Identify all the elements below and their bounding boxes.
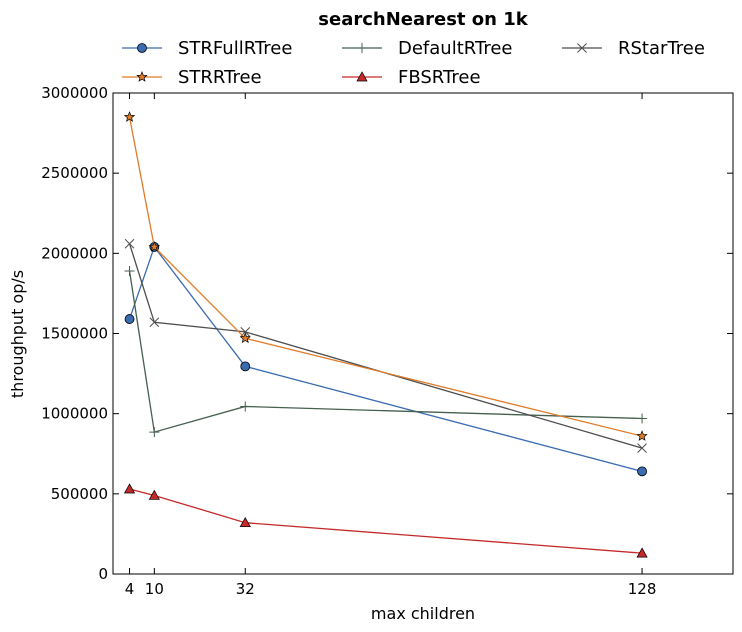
x-tick-label: 10	[145, 580, 164, 598]
legend-marker-defaultrtree	[357, 43, 367, 53]
series-strrtree	[123, 111, 648, 441]
y-tick-label: 2000000	[41, 244, 108, 262]
data-point-defaultrtree	[637, 413, 648, 424]
data-point-strrtree	[636, 430, 648, 441]
chart-title: searchNearest on 1k	[318, 9, 528, 30]
x-tick-label: 128	[628, 580, 657, 598]
data-point-strfullrtree	[637, 466, 647, 477]
data-point-rstartree	[637, 443, 647, 453]
legend-entry-strfullrtree: STRFullRTree	[122, 38, 292, 59]
series-rstartree	[124, 238, 647, 453]
data-point-rstartree	[124, 238, 135, 249]
data-point-strfullrtree	[240, 361, 251, 372]
legend-label-defaultrtree: DefaultRTree	[398, 38, 512, 59]
x-tick-label: 4	[125, 580, 135, 598]
axes-frame	[112, 92, 734, 575]
x-axis-label: max children	[371, 604, 475, 623]
legend-label-strrtree: STRRTree	[178, 67, 262, 88]
series-fbsrtree	[123, 483, 648, 558]
y-tick-label: 1500000	[41, 325, 108, 343]
legend-label-fbsrtree: FBSRTree	[398, 67, 481, 88]
data-point-defaultrtree	[149, 427, 160, 438]
series-defaultrtree	[124, 265, 648, 438]
plot-area: 0 500000 1000000 1500000 2000000 2500000 30000…	[41, 84, 734, 598]
legend-label-strfullrtree: STRFullRTree	[178, 38, 292, 59]
legend: STRFullRTree DefaultRTree RStarTree STRRTre…	[122, 38, 705, 88]
series-line-strrtree	[128, 116, 643, 437]
legend-marker-fbsrtree	[356, 71, 368, 82]
y-tick-label: 0	[98, 565, 108, 583]
series-line-strfullrtree	[128, 245, 643, 473]
data-point-fbsrtree	[123, 483, 136, 494]
series-line-defaultrtree	[128, 270, 643, 433]
series-line-fbsrtree	[129, 488, 643, 554]
legend-marker-strfullrtree	[137, 43, 147, 53]
y-tick-label: 2500000	[41, 164, 108, 182]
data-point-strrtree	[239, 332, 251, 344]
data-point-strfullrtree	[124, 314, 135, 324]
legend-entry-fbsrtree: FBSRTree	[342, 67, 481, 88]
x-tick-label: 32	[236, 580, 255, 598]
data-point-strrtree	[148, 240, 160, 252]
data-point-fbsrtree	[148, 489, 160, 500]
data-point-fbsrtree	[239, 516, 251, 528]
data-point-strrtree	[123, 111, 136, 122]
legend-marker-strrtree	[136, 71, 148, 82]
series-strfullrtree	[124, 242, 647, 477]
y-tick-label: 500000	[51, 485, 108, 503]
y-axis-label: throughput op/s	[8, 270, 27, 398]
legend-entry-rstartree: RStarTree	[562, 38, 705, 59]
data-point-fbsrtree	[636, 547, 648, 558]
legend-label-rstartree: RStarTree	[618, 38, 705, 59]
series-line-rstartree	[128, 243, 643, 449]
y-tick-label: 1000000	[41, 405, 108, 423]
data-point-rstartree	[149, 317, 160, 328]
legend-entry-strrtree: STRRTree	[122, 67, 262, 88]
legend-entry-defaultrtree: DefaultRTree	[342, 38, 512, 59]
data-point-defaultrtree	[240, 401, 251, 412]
y-tick-label: 3000000	[41, 84, 108, 102]
legend-marker-rstartree	[577, 43, 587, 53]
data-point-defaultrtree	[124, 265, 135, 276]
